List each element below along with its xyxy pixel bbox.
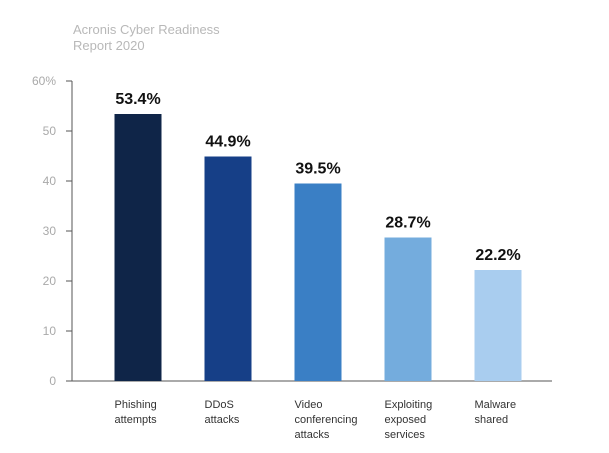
data-label: 53.4% [115, 91, 160, 108]
category-label: attacks [295, 429, 330, 441]
y-tick-label: 0 [49, 374, 56, 388]
y-tick-label: 50 [43, 124, 57, 138]
bars [114, 114, 522, 381]
data-label: 44.9% [205, 134, 250, 151]
y-tick-label: 40 [43, 174, 57, 188]
y-tick-label: 10 [43, 324, 57, 338]
bar [114, 114, 162, 381]
category-label: conferencing [295, 414, 358, 426]
y-tick-label: 30 [43, 224, 57, 238]
y-tick-label: 60% [32, 74, 56, 88]
bar [384, 237, 432, 381]
category-label: shared [475, 414, 509, 426]
data-label: 28.7% [385, 215, 430, 232]
category-label: attacks [205, 414, 240, 426]
category-label: Phishing [115, 399, 157, 411]
category-label: exposed [385, 414, 427, 426]
bar [474, 270, 522, 381]
category-label: Video [295, 399, 323, 411]
data-labels: 53.4% 44.9% 39.5% 28.7% 22.2% [115, 91, 520, 264]
source-title-line-2: Report 2020 [73, 38, 145, 53]
bar [294, 183, 342, 381]
category-label: attempts [115, 414, 158, 426]
bar [204, 156, 252, 381]
source-title-line-1: Acronis Cyber Readiness [73, 22, 220, 37]
data-label: 22.2% [475, 247, 520, 264]
category-label: Exploiting [385, 399, 433, 411]
category-label: Malware [475, 399, 517, 411]
data-label: 39.5% [295, 161, 340, 178]
y-axis: 0 10 20 30 40 50 60% [32, 74, 73, 388]
category-label: DDoS [205, 399, 234, 411]
y-tick-label: 20 [43, 274, 57, 288]
category-label: services [385, 429, 426, 441]
category-labels: Phishing attempts DDoS attacks Video conferen… [115, 399, 517, 441]
